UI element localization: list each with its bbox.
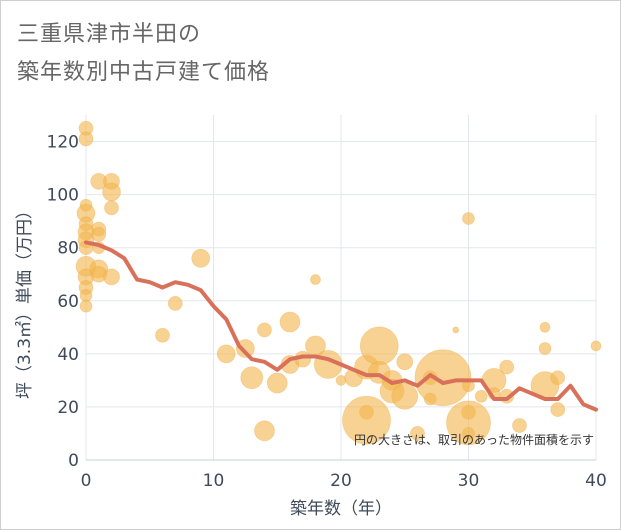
trend-line [84, 240, 598, 412]
data-point [310, 274, 321, 285]
data-point [410, 426, 425, 441]
y-tick-label: 0 [68, 451, 79, 471]
data-point [167, 296, 183, 311]
data-point [102, 182, 121, 202]
data-point [462, 212, 475, 225]
x-tick-label: 20 [330, 471, 352, 491]
x-tick-label: 0 [81, 471, 92, 491]
x-tick-label: 30 [458, 471, 480, 491]
y-tick-label: 40 [57, 345, 79, 365]
data-point [104, 200, 119, 216]
y-axis-label: 坪（3.3㎡）単価（万円） [15, 202, 35, 399]
data-point [391, 382, 419, 410]
x-tick-label: 10 [203, 471, 225, 491]
y-tick-label: 120 [47, 133, 79, 153]
data-point [359, 326, 399, 366]
data-point [538, 342, 552, 355]
data-point [396, 353, 414, 371]
data-point [452, 326, 460, 334]
data-point [550, 370, 566, 386]
data-point [257, 322, 272, 338]
size-note: 円の大きさは、取引のあった物件面積を示す [354, 432, 594, 447]
x-tick-label: 40 [585, 471, 607, 491]
data-point [191, 248, 211, 268]
data-point [462, 427, 475, 440]
data-point [446, 400, 491, 446]
data-point [550, 402, 566, 417]
data-point [78, 131, 94, 147]
data-point [235, 339, 255, 358]
data-point [590, 340, 602, 352]
data-point [79, 289, 93, 302]
x-axis-label: 築年数（年） [290, 499, 392, 519]
data-point [91, 227, 107, 242]
y-tick-label: 80 [57, 239, 79, 259]
data-point [266, 372, 288, 394]
data-point [499, 359, 515, 375]
y-tick-label: 100 [47, 186, 79, 206]
tick-labels: 0 20 40 60 80 100 120 0 10 20 30 40 [47, 133, 607, 491]
data-point [216, 344, 236, 364]
data-point [474, 389, 488, 403]
chart-title-line2: 築年数別中古戸建て価格 [17, 60, 271, 85]
data-point [342, 395, 391, 445]
chart-title-line1: 三重県津市半田の [17, 22, 202, 47]
y-tick-label: 20 [57, 398, 79, 418]
data-point [414, 349, 472, 407]
y-tick-label: 60 [57, 292, 79, 312]
data-point [254, 420, 275, 442]
data-point [240, 366, 264, 390]
data-point [155, 327, 170, 343]
data-point [79, 299, 93, 313]
data-point [539, 321, 551, 333]
data-point [512, 418, 527, 433]
data-point [103, 268, 120, 286]
data-point [279, 311, 301, 333]
